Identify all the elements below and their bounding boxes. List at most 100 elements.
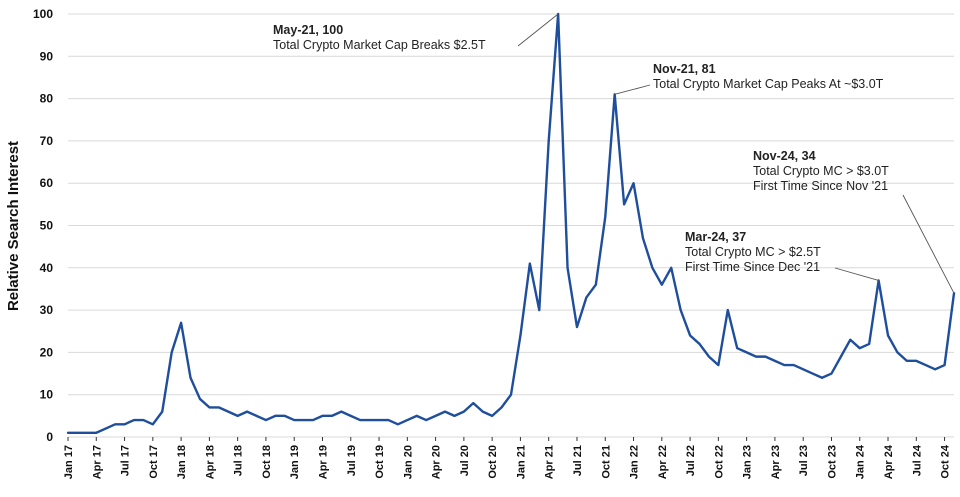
data-point xyxy=(331,415,333,417)
data-point xyxy=(236,415,239,417)
data-point xyxy=(142,419,145,421)
data-point xyxy=(152,423,154,426)
x-tick-label: Oct 19 xyxy=(374,445,386,479)
data-point xyxy=(104,427,107,430)
data-point xyxy=(934,368,936,371)
data-point xyxy=(689,334,691,337)
annotation-text: First Time Since Nov '21 xyxy=(753,179,888,193)
data-point xyxy=(302,419,305,421)
data-point xyxy=(576,326,578,328)
data-point xyxy=(802,368,804,371)
data-point xyxy=(906,360,908,362)
x-tick-label: Oct 23 xyxy=(826,445,838,479)
data-point xyxy=(274,415,277,417)
y-tick-label: 70 xyxy=(40,134,54,148)
x-tick-label: Jan 24 xyxy=(855,444,867,479)
y-tick-label: 10 xyxy=(40,388,54,402)
x-tick-label: Jan 20 xyxy=(402,445,414,479)
data-point xyxy=(397,423,399,426)
data-point xyxy=(510,393,512,396)
y-tick-label: 90 xyxy=(40,49,54,63)
annotation-leader xyxy=(614,84,651,95)
data-point xyxy=(547,140,550,142)
x-tick-label: Jul 20 xyxy=(459,445,471,476)
data-point xyxy=(133,419,135,421)
data-point xyxy=(76,431,79,434)
x-tick-label: Jul 24 xyxy=(911,444,923,476)
data-point xyxy=(293,419,296,421)
data-point xyxy=(529,262,531,265)
data-point xyxy=(585,296,588,299)
data-point xyxy=(472,402,475,404)
data-point xyxy=(378,419,380,421)
x-tick-label: Jul 18 xyxy=(233,445,245,476)
data-point xyxy=(726,309,729,311)
x-tick-label: Jan 19 xyxy=(289,445,301,479)
x-tick-label: Apr 24 xyxy=(883,444,895,479)
x-tick-label: Jan 18 xyxy=(176,445,188,479)
x-tick-label: Apr 21 xyxy=(544,445,556,479)
annotation-title: Nov-24, 34 xyxy=(753,149,816,163)
data-point xyxy=(500,406,503,409)
data-point xyxy=(764,355,767,358)
data-point xyxy=(359,419,361,421)
data-point xyxy=(415,415,418,417)
data-point xyxy=(811,372,814,375)
data-point xyxy=(86,431,88,434)
data-point xyxy=(387,419,390,421)
data-point xyxy=(755,355,757,358)
y-tick-label: 60 xyxy=(40,176,54,190)
data-point xyxy=(717,364,720,366)
data-point xyxy=(849,338,852,341)
data-point xyxy=(698,343,701,345)
y-tick-label: 100 xyxy=(33,7,53,21)
data-point xyxy=(632,182,635,184)
data-point xyxy=(189,376,192,379)
data-point xyxy=(538,309,541,311)
data-point xyxy=(434,415,437,417)
x-tick-label: Apr 23 xyxy=(770,445,782,479)
x-tick-label: Jul 23 xyxy=(798,445,810,476)
x-tick-label: Jan 22 xyxy=(629,445,641,479)
x-tick-label: Apr 19 xyxy=(317,445,329,479)
x-tick-label: Jul 17 xyxy=(120,445,132,476)
data-point xyxy=(340,410,343,413)
data-point xyxy=(858,347,861,349)
x-tick-label: Jan 23 xyxy=(742,445,754,479)
series-layer xyxy=(66,12,956,434)
data-point xyxy=(246,410,248,413)
data-point xyxy=(840,355,842,358)
data-point xyxy=(170,351,173,354)
data-point xyxy=(642,237,644,239)
data-point xyxy=(180,321,182,324)
data-point xyxy=(679,309,682,311)
annotation-text: Total Crypto MC > $2.5T xyxy=(685,245,821,259)
data-point xyxy=(67,431,69,434)
data-point xyxy=(312,419,314,421)
data-point xyxy=(199,398,201,400)
x-tick-label: Jul 19 xyxy=(346,445,358,476)
data-point xyxy=(915,360,918,362)
data-point xyxy=(708,355,710,358)
x-tick-label: Oct 24 xyxy=(940,444,952,479)
data-point xyxy=(425,419,427,421)
annotation-text: Total Crypto Market Cap Breaks $2.5T xyxy=(273,38,486,52)
data-point xyxy=(604,216,607,218)
annotation-text: Total Crypto Market Cap Peaks At ~$3.0T xyxy=(653,77,884,91)
x-tick-label: Jul 21 xyxy=(572,445,584,476)
data-point xyxy=(227,410,230,413)
annotation-text: Total Crypto MC > $3.0T xyxy=(753,164,889,178)
data-point xyxy=(519,334,522,337)
data-point xyxy=(623,203,625,206)
x-tick-label: Apr 18 xyxy=(204,445,216,479)
data-point xyxy=(924,364,927,366)
data-point xyxy=(321,415,324,417)
y-tick-label: 20 xyxy=(40,345,54,359)
x-tick-label: Jul 22 xyxy=(685,445,697,476)
data-point xyxy=(821,376,823,379)
x-tick-label: Apr 20 xyxy=(431,445,443,479)
